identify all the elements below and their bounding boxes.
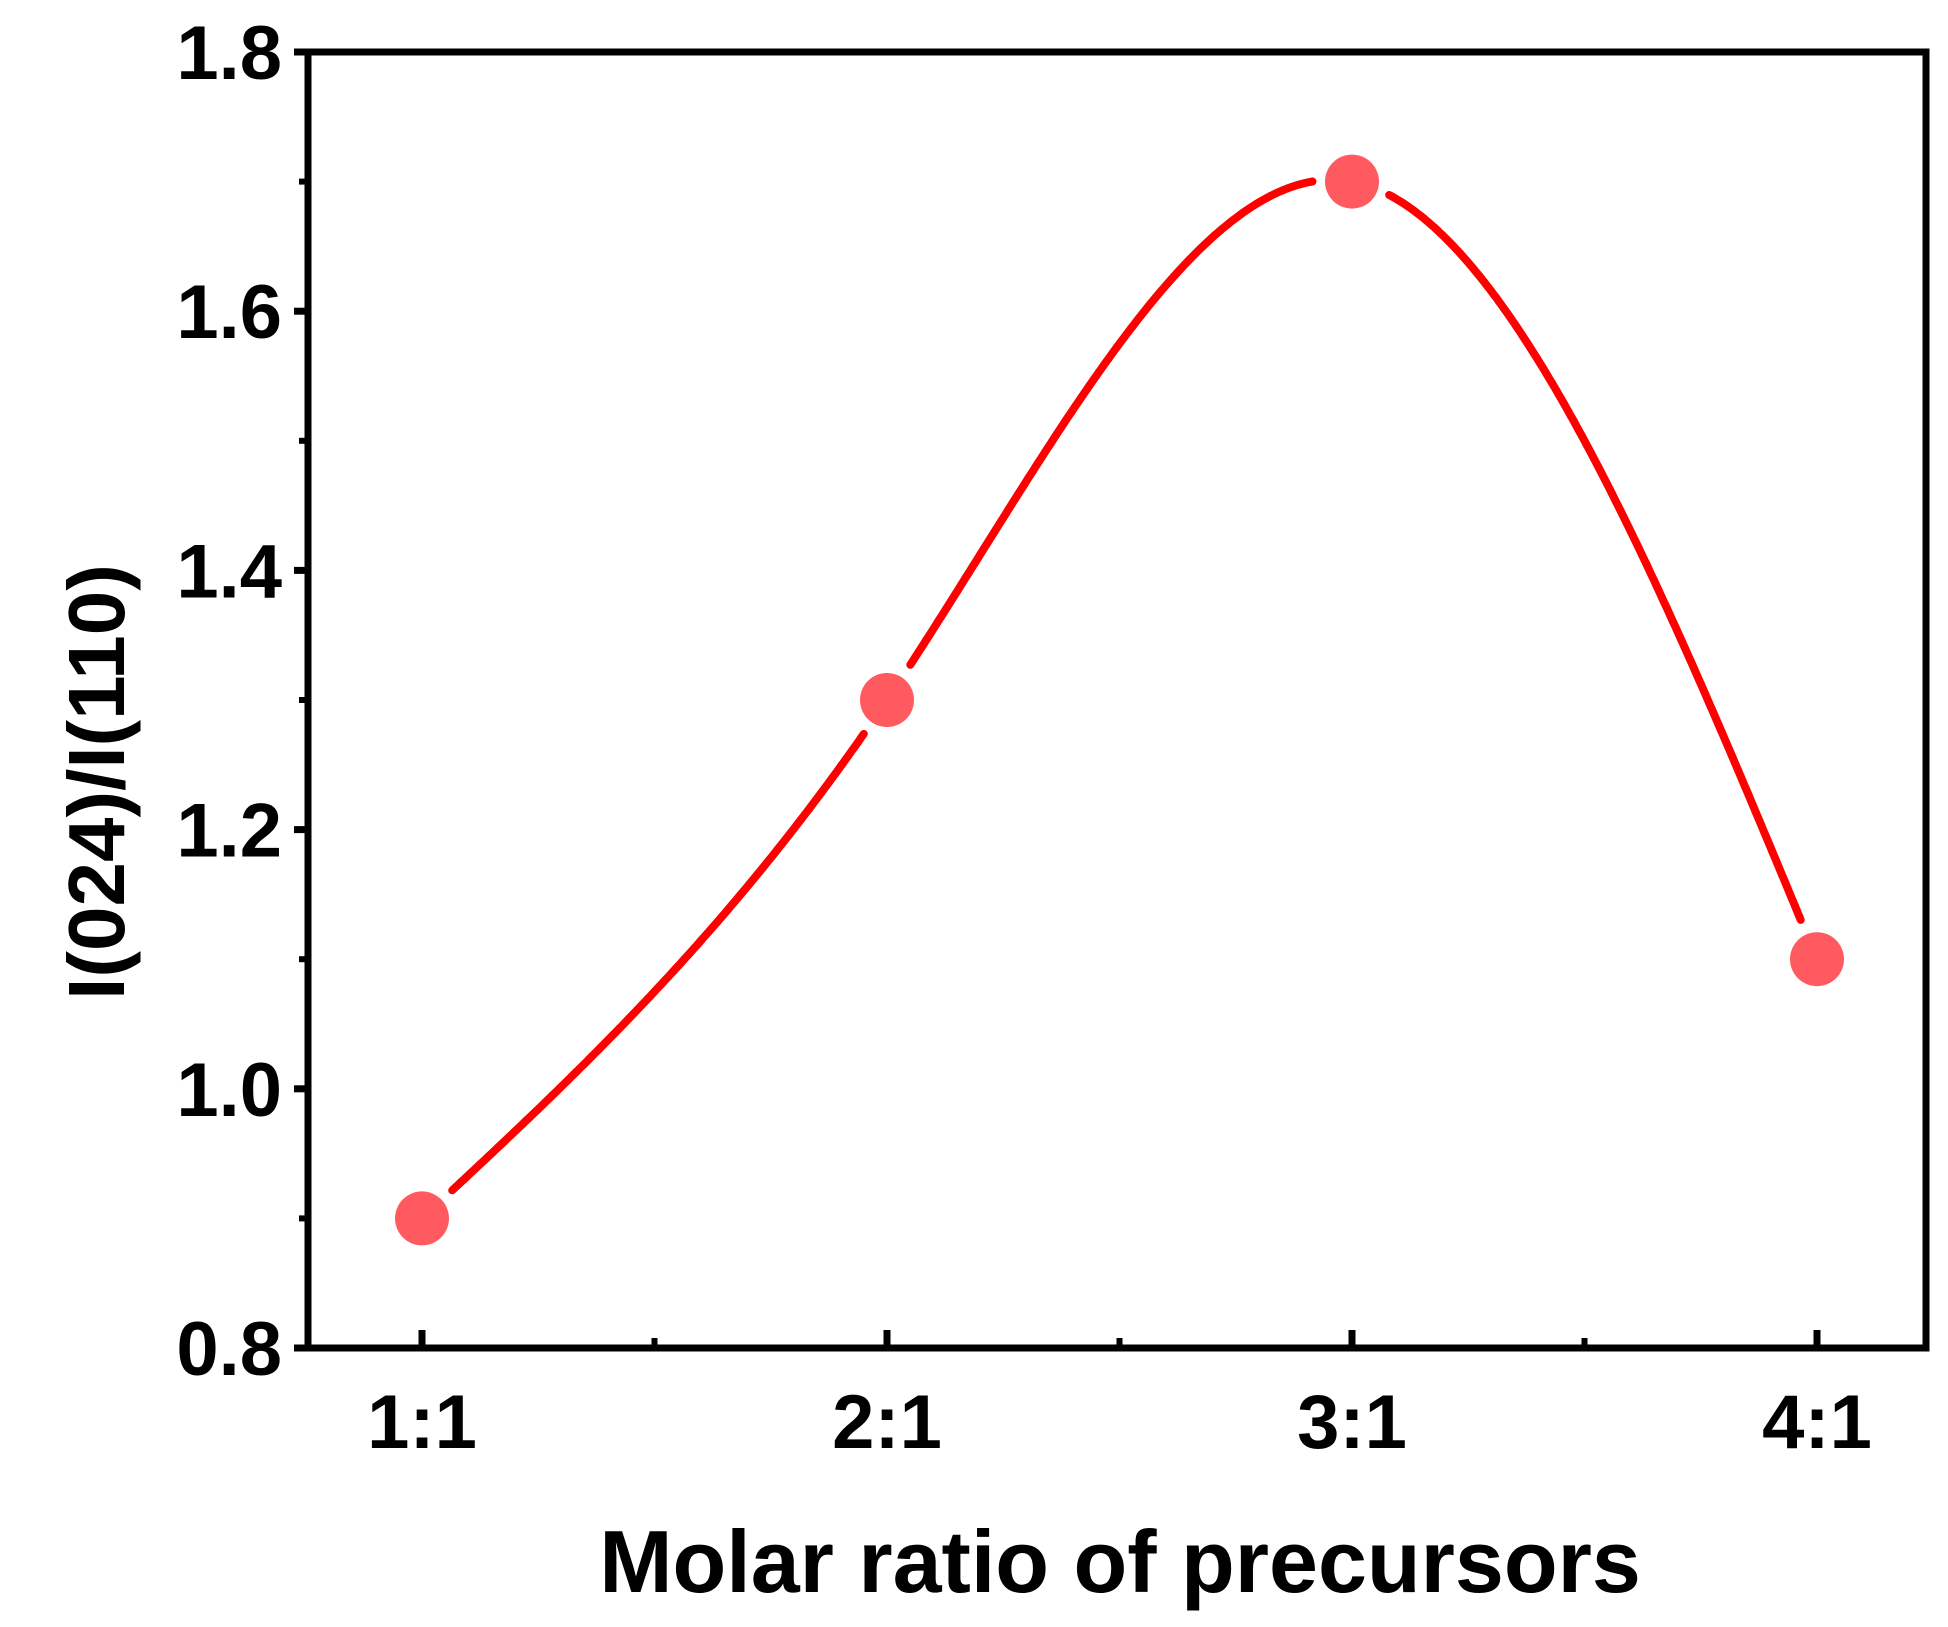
y-tick-label: 0.8: [176, 1307, 282, 1392]
marker-layer: [395, 154, 1844, 1246]
x-axis-title: Molar ratio of precursors: [599, 1512, 1641, 1611]
y-tick-label: 1.8: [176, 11, 282, 96]
label-layer: 0.8 1.0 1.2 1.4 1.6 1.8 1:1 2:1 3:1 4:1: [176, 11, 1872, 1465]
data-point: [860, 673, 914, 727]
plot-frame: [304, 48, 1930, 1352]
data-point: [395, 1191, 449, 1246]
y-tick-label: 1.6: [176, 270, 282, 355]
y-axis-title: I(024)/I(110): [52, 564, 141, 1000]
curve-layer: [448, 177, 1805, 1195]
data-point: [1790, 932, 1844, 987]
y-tick-label: 1.0: [176, 1048, 282, 1133]
y-tick-label: 1.4: [176, 529, 282, 614]
series-line-segment: [906, 177, 1317, 669]
series-line-segment: [448, 729, 868, 1195]
series-line-segment: [1385, 191, 1805, 924]
tick-layer: [294, 48, 1821, 1352]
x-tick-label: 2:1: [832, 1380, 942, 1465]
x-tick-label: 4:1: [1762, 1380, 1872, 1465]
x-tick-label: 3:1: [1297, 1380, 1407, 1465]
y-tick-label: 1.2: [176, 789, 282, 874]
data-point: [1325, 154, 1379, 209]
x-tick-label: 1:1: [367, 1380, 477, 1465]
